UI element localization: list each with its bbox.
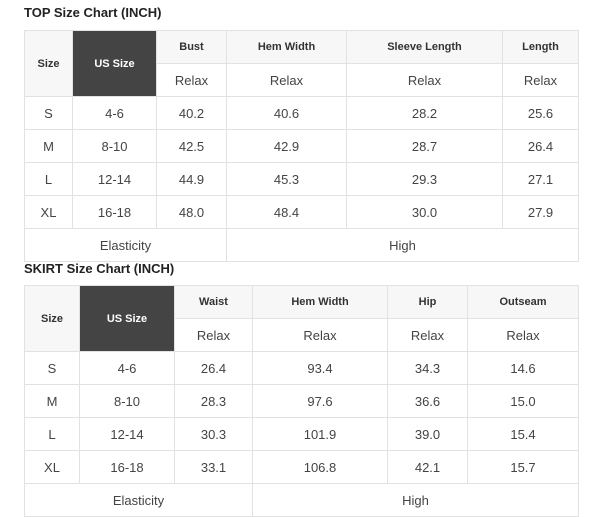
value-cell: 4-6 bbox=[72, 96, 157, 130]
value-cell: 40.6 bbox=[226, 96, 347, 130]
value-cell: 14.6 bbox=[467, 351, 579, 385]
value-cell: 93.4 bbox=[252, 351, 388, 385]
value-cell: 16-18 bbox=[72, 195, 157, 229]
value-cell: 101.9 bbox=[252, 417, 388, 451]
header-row: Size US Size Bust Hem Width Sleeve Length Len… bbox=[24, 30, 579, 97]
table-row: M 8-10 28.3 97.6 36.6 15.0 bbox=[24, 384, 579, 418]
top-size-table: Size US Size Bust Hem Width Sleeve Length Len… bbox=[24, 30, 579, 262]
size-cell: XL bbox=[24, 450, 80, 484]
column-header: Sleeve Length bbox=[346, 30, 503, 64]
value-cell: 42.9 bbox=[226, 129, 347, 163]
column-header: Waist bbox=[174, 285, 253, 319]
subheader-row: Relax Relax Relax Relax bbox=[25, 318, 579, 352]
value-cell: 30.3 bbox=[174, 417, 253, 451]
value-cell: 4-6 bbox=[79, 351, 175, 385]
value-cell: 27.1 bbox=[502, 162, 579, 196]
table-row: S 4-6 40.2 40.6 28.2 25.6 bbox=[24, 96, 579, 130]
elasticity-label: Elasticity bbox=[24, 228, 227, 262]
skirt-chart-title: SKIRT Size Chart (INCH) bbox=[24, 261, 175, 276]
value-cell: 48.4 bbox=[226, 195, 347, 229]
value-cell: 26.4 bbox=[174, 351, 253, 385]
relax-label: Relax bbox=[387, 318, 468, 352]
elasticity-label: Elasticity bbox=[24, 483, 253, 517]
subheader-row: Relax Relax Relax Relax bbox=[25, 63, 579, 97]
relax-label: Relax bbox=[502, 63, 579, 97]
value-cell: 12-14 bbox=[72, 162, 157, 196]
value-cell: 39.0 bbox=[387, 417, 468, 451]
size-header: Size bbox=[24, 30, 73, 97]
value-cell: 40.2 bbox=[156, 96, 227, 130]
value-cell: 28.3 bbox=[174, 384, 253, 418]
value-cell: 12-14 bbox=[79, 417, 175, 451]
relax-label: Relax bbox=[174, 318, 253, 352]
table-row: M 8-10 42.5 42.9 28.7 26.4 bbox=[24, 129, 579, 163]
value-cell: 30.0 bbox=[346, 195, 503, 229]
value-cell: 97.6 bbox=[252, 384, 388, 418]
value-cell: 42.5 bbox=[156, 129, 227, 163]
value-cell: 15.0 bbox=[467, 384, 579, 418]
column-header: Outseam bbox=[467, 285, 579, 319]
table-row: L 12-14 30.3 101.9 39.0 15.4 bbox=[24, 417, 579, 451]
value-cell: 26.4 bbox=[502, 129, 579, 163]
us-size-header: US Size bbox=[79, 285, 175, 352]
relax-label: Relax bbox=[156, 63, 227, 97]
size-cell: S bbox=[24, 351, 80, 385]
value-cell: 28.7 bbox=[346, 129, 503, 163]
value-cell: 106.8 bbox=[252, 450, 388, 484]
relax-label: Relax bbox=[252, 318, 388, 352]
relax-label: Relax bbox=[467, 318, 579, 352]
value-cell: 29.3 bbox=[346, 162, 503, 196]
value-cell: 45.3 bbox=[226, 162, 347, 196]
table-row: XL 16-18 33.1 106.8 42.1 15.7 bbox=[24, 450, 579, 484]
value-cell: 15.7 bbox=[467, 450, 579, 484]
value-cell: 15.4 bbox=[467, 417, 579, 451]
elasticity-row: Elasticity High bbox=[24, 228, 579, 262]
value-cell: 8-10 bbox=[72, 129, 157, 163]
relax-label: Relax bbox=[346, 63, 503, 97]
size-cell: S bbox=[24, 96, 73, 130]
relax-label: Relax bbox=[226, 63, 347, 97]
size-cell: XL bbox=[24, 195, 73, 229]
column-header: Bust bbox=[156, 30, 227, 64]
skirt-size-table: Size US Size Waist Hem Width Hip Outseam Relax… bbox=[24, 285, 579, 517]
value-cell: 8-10 bbox=[79, 384, 175, 418]
column-header: Hem Width bbox=[226, 30, 347, 64]
top-chart-title: TOP Size Chart (INCH) bbox=[24, 5, 162, 20]
elasticity-value: High bbox=[226, 228, 579, 262]
size-header: Size bbox=[24, 285, 80, 352]
elasticity-value: High bbox=[252, 483, 579, 517]
table-row: XL 16-18 48.0 48.4 30.0 27.9 bbox=[24, 195, 579, 229]
size-cell: M bbox=[24, 384, 80, 418]
value-cell: 25.6 bbox=[502, 96, 579, 130]
value-cell: 42.1 bbox=[387, 450, 468, 484]
table-row: S 4-6 26.4 93.4 34.3 14.6 bbox=[24, 351, 579, 385]
value-cell: 33.1 bbox=[174, 450, 253, 484]
header-row: Size US Size Waist Hem Width Hip Outseam bbox=[24, 285, 579, 352]
size-cell: L bbox=[24, 162, 73, 196]
elasticity-row: Elasticity High bbox=[24, 483, 579, 517]
value-cell: 34.3 bbox=[387, 351, 468, 385]
column-header: Hip bbox=[387, 285, 468, 319]
value-cell: 27.9 bbox=[502, 195, 579, 229]
column-header: Length bbox=[502, 30, 579, 64]
value-cell: 28.2 bbox=[346, 96, 503, 130]
size-cell: M bbox=[24, 129, 73, 163]
value-cell: 44.9 bbox=[156, 162, 227, 196]
value-cell: 36.6 bbox=[387, 384, 468, 418]
us-size-header: US Size bbox=[72, 30, 157, 97]
table-row: L 12-14 44.9 45.3 29.3 27.1 bbox=[24, 162, 579, 196]
value-cell: 48.0 bbox=[156, 195, 227, 229]
value-cell: 16-18 bbox=[79, 450, 175, 484]
column-header: Hem Width bbox=[252, 285, 388, 319]
size-cell: L bbox=[24, 417, 80, 451]
